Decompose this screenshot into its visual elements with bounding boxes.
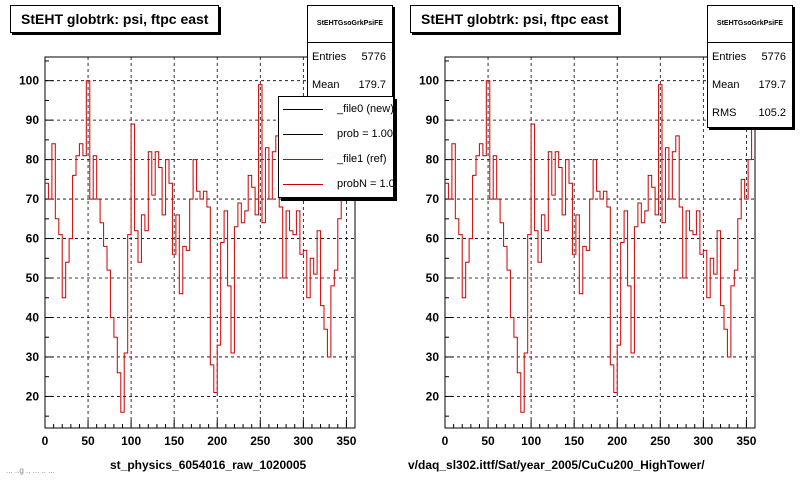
stats-header: StEHTGsoGrkPsiFE [308, 6, 392, 43]
y-tick-label: 80 [26, 153, 40, 167]
legend-label: _file1 (ref) [337, 153, 387, 165]
legend-swatch [283, 159, 323, 160]
stats-row-entries: Entries 5776 [708, 43, 792, 71]
x-tick-label: 300 [693, 434, 713, 448]
y-tick-label: 50 [26, 271, 40, 285]
y-tick-label: 90 [426, 113, 440, 127]
y-tick-label: 30 [426, 350, 440, 364]
stats-box: StEHTGsoGrkPsiFE Entries 5776 Mean 179.7… [707, 5, 793, 128]
stats-header: StEHTGsoGrkPsiFE [708, 6, 792, 43]
legend-swatch [283, 109, 323, 110]
x-tick-label: 50 [481, 434, 495, 448]
stats-row-rms: RMS 105.2 [708, 99, 792, 127]
x-tick-label: 150 [164, 434, 184, 448]
y-tick-label: 50 [426, 271, 440, 285]
plot-title: StEHT globtrk: psi, ftpc east [410, 5, 620, 33]
plot-title: StEHT globtrk: psi, ftpc east [10, 5, 220, 33]
y-tick-label: 70 [426, 192, 440, 206]
x-tick-label: 200 [207, 434, 227, 448]
y-tick-label: 20 [26, 389, 40, 403]
run-filename-label: st_physics_6054016_raw_1020005 [110, 458, 307, 472]
x-tick-label: 100 [121, 434, 141, 448]
y-tick-label: 80 [426, 153, 440, 167]
stats-value: 179.7 [758, 79, 786, 91]
left-histogram-pad: 0 50 100 150 200 250 300 350 20 30 40 50 60 70 80 90 100… [6, 5, 394, 475]
y-tick-label: 100 [19, 74, 39, 88]
x-tick-label: 300 [293, 434, 313, 448]
legend: _file0 (new) prob = 1.000000 _file1 (ref… [278, 96, 394, 198]
histogram-series-line [45, 80, 355, 413]
data-path-label: v/daq_sl302.ittf/Sat/year_2005/CuCu200_H… [408, 458, 705, 472]
stats-value: 105.2 [758, 107, 786, 119]
y-tick-label: 70 [26, 192, 40, 206]
legend-swatch [283, 184, 323, 185]
x-tick-label: 350 [336, 434, 356, 448]
stats-value: 5776 [361, 51, 386, 63]
stats-box: StEHTGsoGrkPsiFE Entries 5776 Mean 179.7 [307, 5, 393, 100]
y-tick-label: 40 [26, 310, 40, 324]
legend-item: _file0 (new) [279, 97, 393, 122]
x-tick-label: 0 [42, 434, 49, 448]
y-tick-label: 40 [426, 310, 440, 324]
stats-row-mean: Mean 179.7 [708, 71, 792, 99]
stats-value: 5776 [761, 51, 786, 63]
y-tick-label: 60 [26, 232, 40, 246]
stats-label: Mean [712, 79, 740, 91]
legend-swatch [283, 134, 323, 135]
x-tick-label: 100 [521, 434, 541, 448]
stats-row-entries: Entries 5776 [308, 43, 392, 71]
stats-label: Entries [712, 51, 747, 63]
x-tick-label: 350 [736, 434, 756, 448]
stats-row-mean: Mean 179.7 [308, 71, 392, 99]
faint-timestamp: ... ..g .. ... .. ... [6, 466, 55, 475]
y-tick-label: 90 [26, 113, 40, 127]
legend-item: _file1 (ref) [279, 147, 393, 172]
y-tick-label: 60 [426, 232, 440, 246]
x-tick-label: 250 [650, 434, 670, 448]
stats-label: Entries [312, 51, 347, 63]
y-tick-label: 30 [26, 350, 40, 364]
y-tick-label: 100 [419, 74, 439, 88]
x-tick-label: 250 [250, 434, 270, 448]
right-histogram-pad: 0 50 100 150 200 250 300 350 20 30 40 50 60 70 80 90 100… [400, 0, 800, 480]
x-tick-label: 50 [81, 434, 95, 448]
right-histogram-plot: 0 50 100 150 200 250 300 350 20 30 40 50 60 70 80 90 100 [419, 56, 757, 448]
legend-label: probN = 1.000000 [337, 178, 393, 190]
legend-label: prob = 1.000000 [337, 128, 393, 140]
x-tick-label: 150 [564, 434, 584, 448]
legend-label: _file0 (new) [337, 103, 394, 115]
legend-item: prob = 1.000000 [279, 122, 393, 147]
stats-label: Mean [312, 79, 340, 91]
x-tick-label: 200 [607, 434, 627, 448]
x-tick-label: 0 [442, 434, 449, 448]
y-tick-label: 20 [426, 389, 440, 403]
stats-label: RMS [712, 107, 737, 119]
legend-item: probN = 1.000000 [279, 172, 393, 197]
stats-value: 179.7 [358, 79, 386, 91]
histogram-series-line [445, 80, 755, 413]
